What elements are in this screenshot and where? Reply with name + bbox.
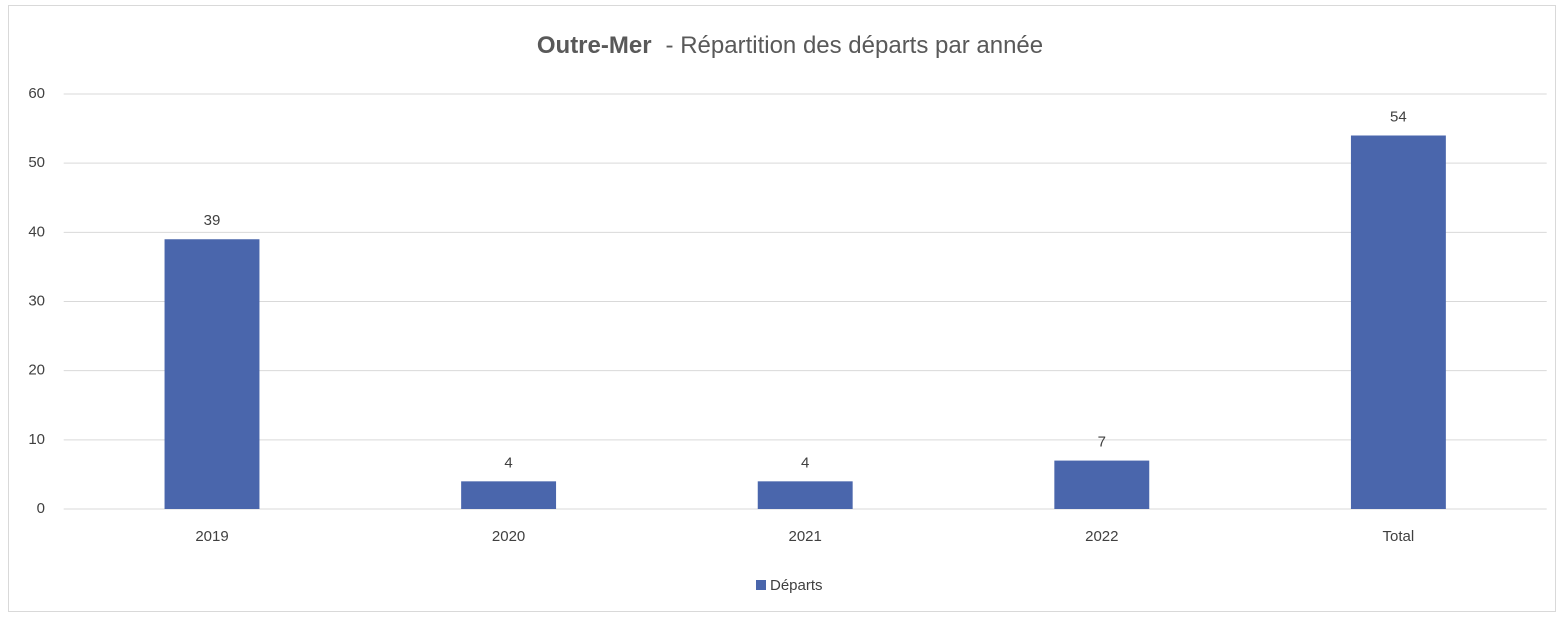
legend-swatch <box>756 580 766 590</box>
y-tick-label: 0 <box>37 500 45 517</box>
y-tick-label: 40 <box>28 223 45 240</box>
data-label: 4 <box>504 454 512 471</box>
y-tick-label: 30 <box>28 292 45 309</box>
x-tick-label: Total <box>1383 528 1415 545</box>
x-tick-label: 2019 <box>195 528 228 545</box>
data-label: 54 <box>1390 108 1407 125</box>
y-tick-label: 50 <box>28 154 45 171</box>
bar <box>1054 460 1150 509</box>
x-tick-label: 2022 <box>1085 528 1118 545</box>
y-tick-label: 10 <box>28 431 45 448</box>
x-tick-label: 2020 <box>492 528 525 545</box>
data-label: 7 <box>1098 434 1106 451</box>
chart-title: Outre-Mer - Répartition des départs par a… <box>537 32 1043 59</box>
x-tick-label: 2021 <box>789 528 822 545</box>
y-tick-label: 20 <box>28 362 45 379</box>
bar <box>757 481 853 509</box>
bar <box>461 481 557 509</box>
chart-frame <box>8 5 1556 612</box>
data-label: 4 <box>801 454 809 471</box>
legend-label: Départs <box>770 577 823 594</box>
y-tick-label: 60 <box>28 85 45 102</box>
bar <box>1350 135 1446 509</box>
title-rest: - Répartition des départs par année <box>666 32 1044 59</box>
data-label: 39 <box>204 212 221 229</box>
bar <box>164 239 260 509</box>
title-bold: Outre-Mer <box>537 32 652 59</box>
